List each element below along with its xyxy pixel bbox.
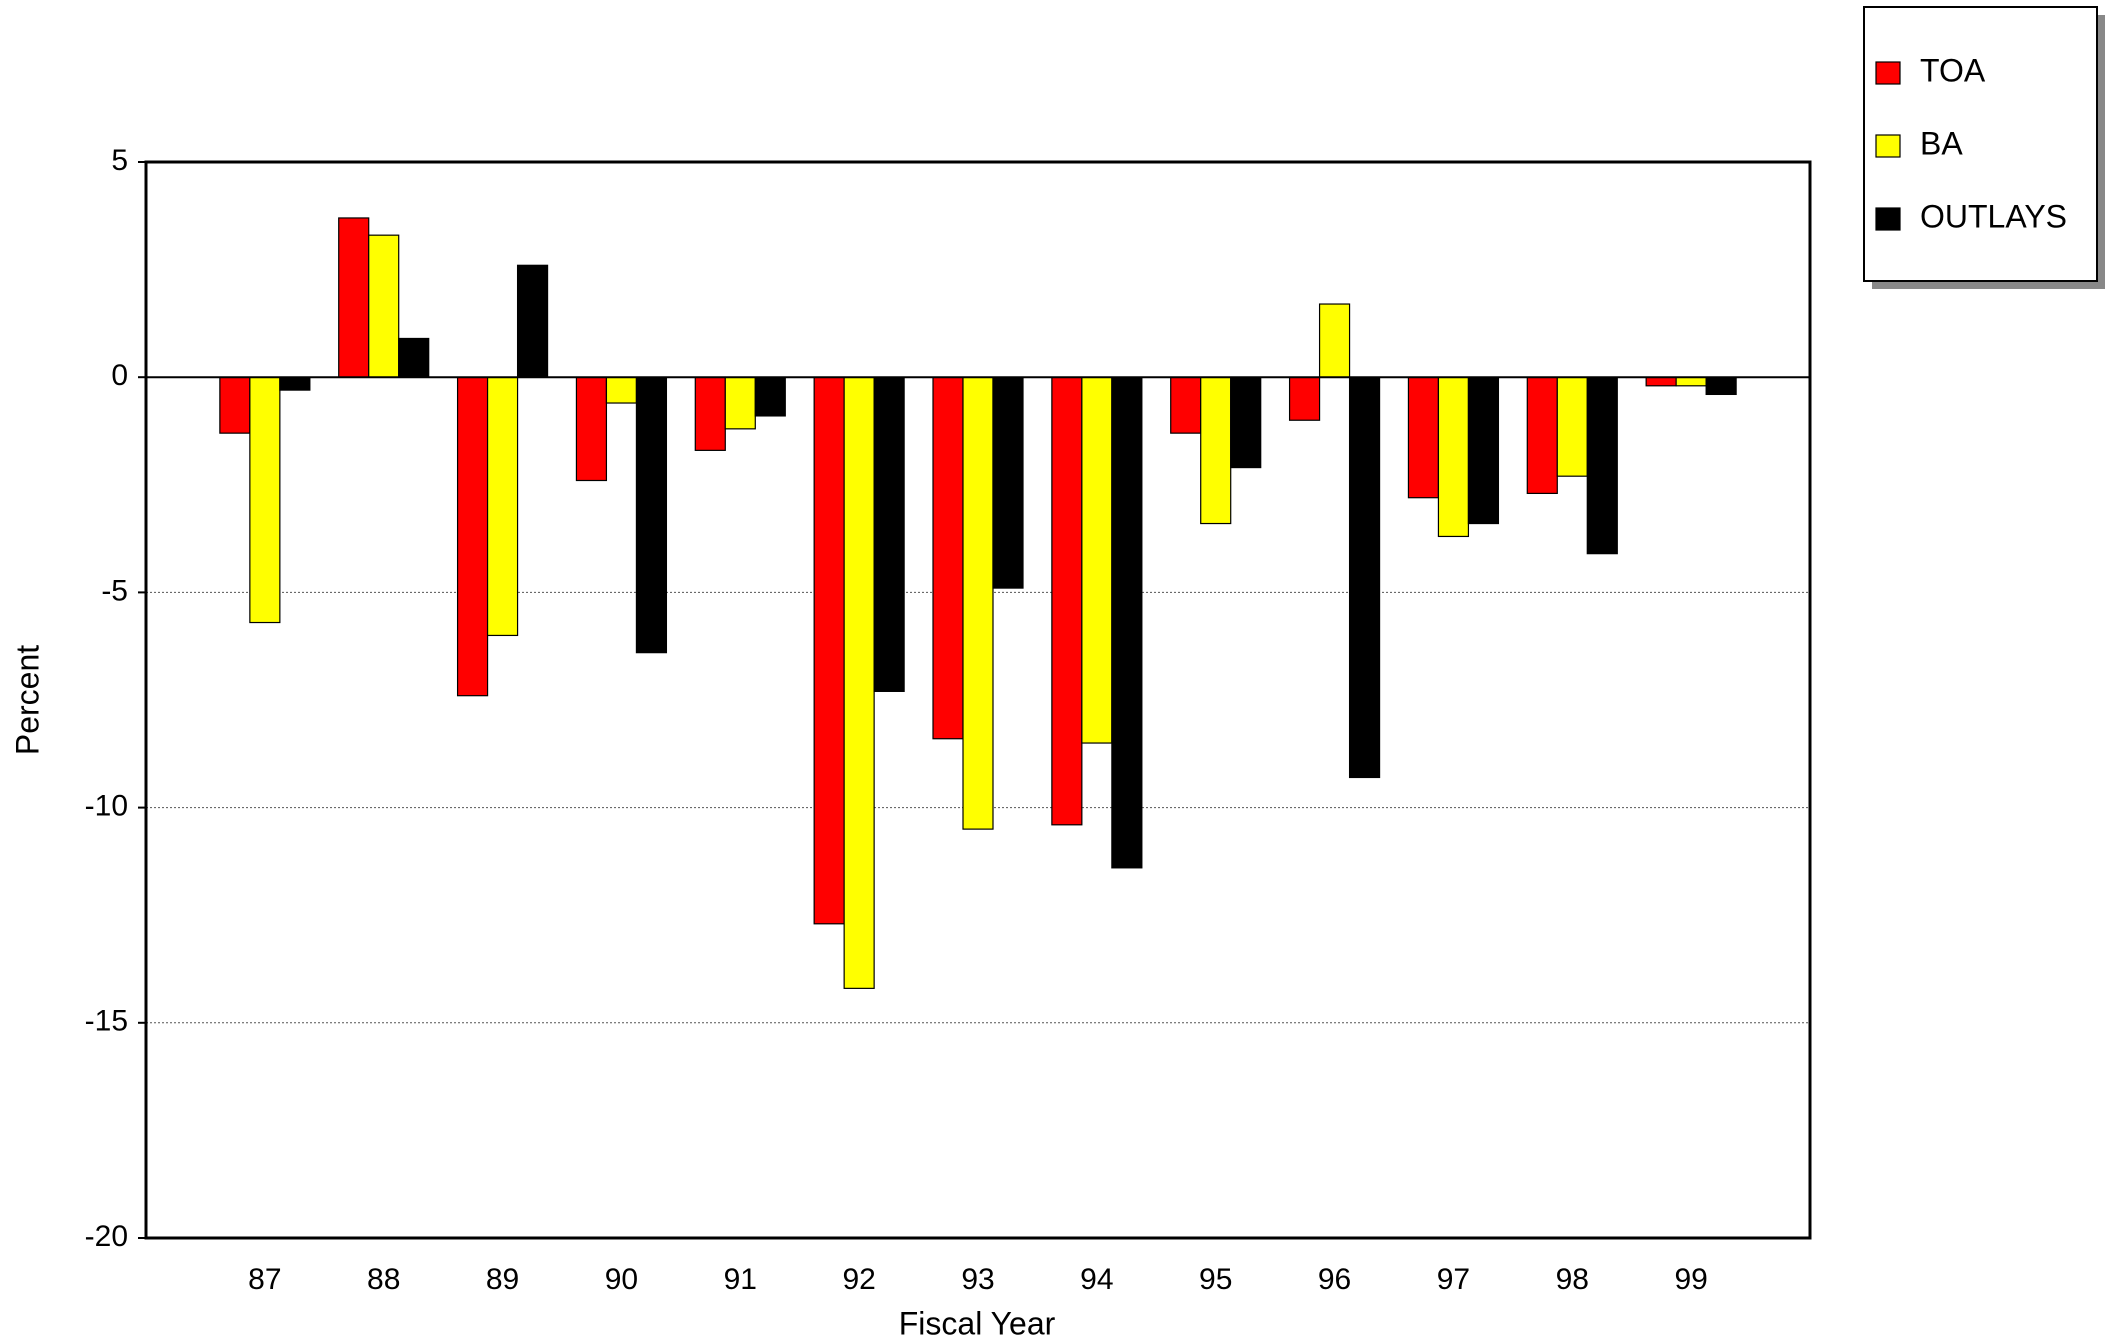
- legend-label: TOA: [1920, 52, 1986, 88]
- x-tick-label: 95: [1199, 1263, 1232, 1296]
- bar: [635, 376, 668, 654]
- x-tick-label: 98: [1556, 1263, 1589, 1296]
- x-tick-label: 90: [605, 1263, 638, 1296]
- legend-box: [1863, 6, 2098, 282]
- bar: [249, 376, 281, 624]
- bar: [486, 376, 519, 637]
- bar: [605, 376, 638, 404]
- y-axis-label: Percent: [9, 645, 45, 755]
- bar: [398, 337, 430, 378]
- bar: [219, 376, 251, 434]
- bar: [1526, 376, 1558, 495]
- bar: [338, 217, 370, 378]
- bar: [279, 376, 311, 391]
- bar: [992, 376, 1024, 589]
- bar: [456, 376, 489, 697]
- bar: [516, 264, 549, 378]
- x-tick-label: 96: [1318, 1263, 1351, 1296]
- x-tick-label: 94: [1080, 1263, 1113, 1296]
- y-tick-label: -10: [85, 790, 128, 823]
- legend-swatch: [1875, 61, 1901, 85]
- bar: [1170, 376, 1202, 434]
- bar: [932, 376, 964, 740]
- legend-swatch: [1875, 134, 1901, 158]
- y-tick-label: 5: [111, 144, 128, 177]
- bar: [1467, 376, 1500, 525]
- bar: [1645, 376, 1677, 387]
- bar: [843, 376, 875, 989]
- plot-frame: [144, 160, 1812, 1240]
- y-tick-label: -15: [85, 1005, 128, 1038]
- x-axis-label: Fiscal Year: [899, 1305, 1056, 1340]
- bar: [873, 376, 905, 692]
- bar: [575, 376, 608, 482]
- bar: [694, 376, 726, 451]
- x-tick-label: 89: [486, 1263, 519, 1296]
- bar: [1556, 376, 1588, 477]
- x-tick-label: 88: [367, 1263, 400, 1296]
- legend-swatch: [1875, 207, 1901, 231]
- bar: [1675, 376, 1707, 387]
- x-tick-label: 87: [248, 1263, 281, 1296]
- bar: [1230, 376, 1262, 469]
- bar: [1111, 376, 1143, 869]
- bar: [1407, 376, 1440, 499]
- legend-label: OUTLAYS: [1920, 198, 2067, 234]
- bar: [368, 234, 400, 378]
- x-tick-label: 91: [724, 1263, 757, 1296]
- bar: [1051, 376, 1083, 826]
- bar: [1437, 376, 1470, 538]
- bar: [1200, 376, 1232, 525]
- bar: [1705, 376, 1737, 396]
- legend-label: BA: [1920, 125, 1963, 161]
- bar: [1586, 376, 1618, 555]
- bar: [1288, 376, 1321, 421]
- bar: [754, 376, 786, 417]
- bar: [1348, 376, 1381, 779]
- bar: [724, 376, 756, 430]
- x-tick-label: 93: [961, 1263, 994, 1296]
- bar: [1081, 376, 1113, 744]
- y-tick-label: -5: [101, 574, 128, 607]
- bar: [1318, 303, 1351, 378]
- y-tick-label: -20: [85, 1220, 128, 1253]
- x-tick-label: 92: [842, 1263, 875, 1296]
- x-tick-label: 97: [1437, 1263, 1470, 1296]
- bar: [813, 376, 845, 925]
- x-tick-label: 99: [1674, 1263, 1707, 1296]
- bar: [962, 376, 994, 830]
- y-tick-label: 0: [111, 359, 128, 392]
